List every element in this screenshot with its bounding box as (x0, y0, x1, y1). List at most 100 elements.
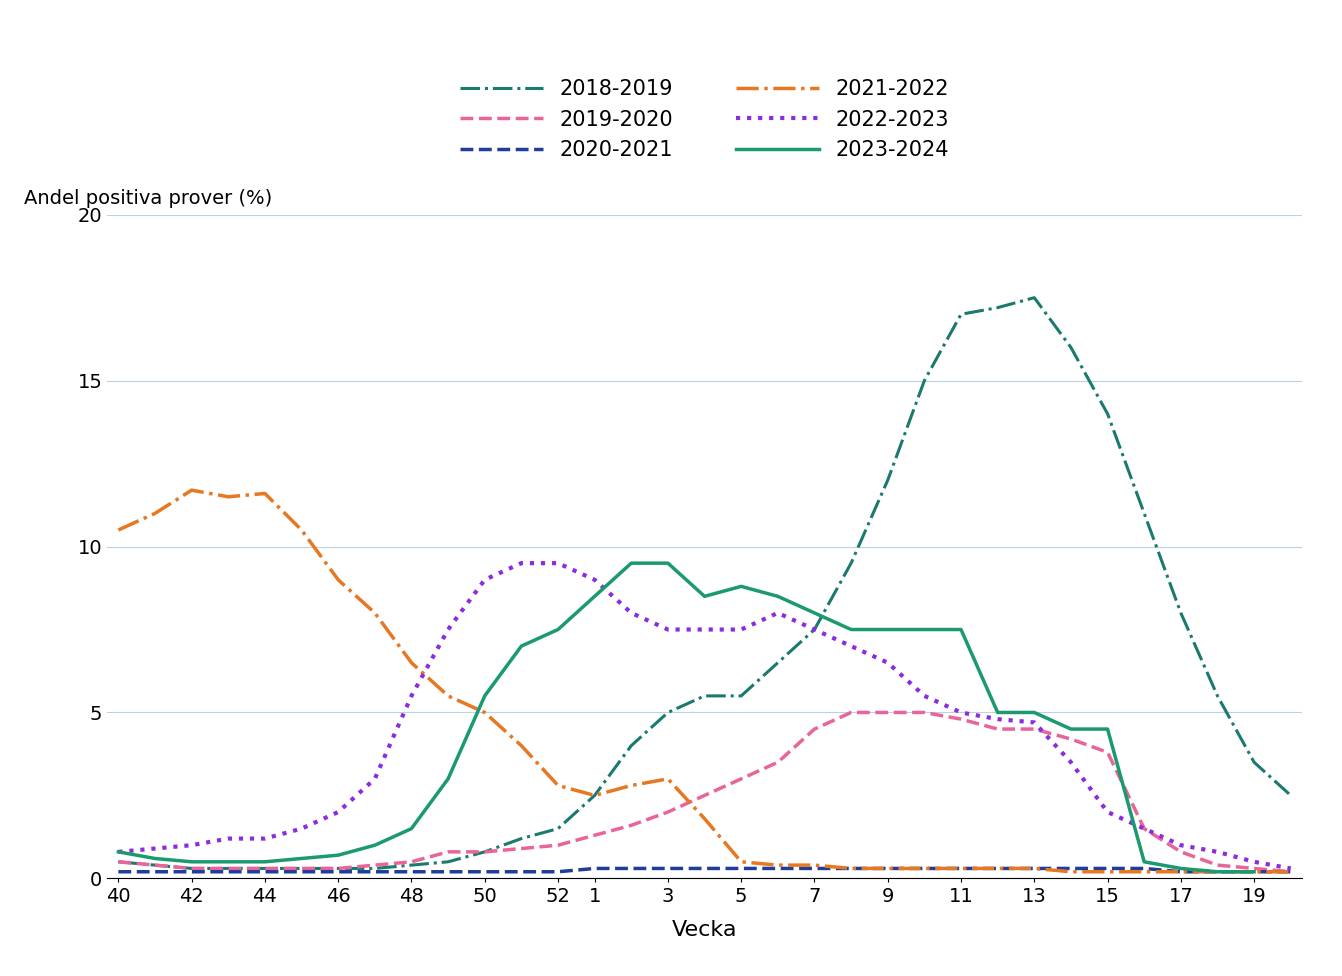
2019-2020 (953, 713, 969, 725)
2020-2021 (550, 866, 566, 877)
2018-2019 (146, 859, 162, 871)
2022-2023 (1027, 716, 1043, 728)
2019-2020 (660, 806, 676, 818)
2022-2023 (807, 624, 823, 635)
2020-2021 (1283, 866, 1299, 877)
2019-2020 (256, 863, 272, 874)
2022-2023 (733, 624, 749, 635)
2020-2021 (184, 866, 200, 877)
2022-2023 (989, 713, 1005, 725)
2019-2020 (917, 707, 933, 718)
2019-2020 (843, 707, 859, 718)
2018-2019 (513, 833, 529, 844)
2021-2022 (366, 607, 382, 619)
2019-2020 (1283, 866, 1299, 877)
2018-2019 (1247, 756, 1263, 768)
2019-2020 (146, 859, 162, 871)
2022-2023 (1063, 756, 1079, 768)
2020-2021 (1209, 866, 1225, 877)
2020-2021 (733, 863, 749, 874)
2020-2021 (660, 863, 676, 874)
2023-2024 (1173, 863, 1189, 874)
2022-2023 (220, 833, 236, 844)
2022-2023 (256, 833, 272, 844)
2022-2023 (184, 839, 200, 851)
2023-2024 (404, 823, 420, 834)
2019-2020 (770, 756, 786, 768)
2018-2019 (366, 863, 382, 874)
2019-2020 (1099, 747, 1115, 758)
2019-2020 (220, 863, 236, 874)
2021-2022 (294, 524, 310, 536)
2022-2023 (110, 846, 126, 858)
2020-2021 (476, 866, 493, 877)
2018-2019 (1209, 690, 1225, 702)
2022-2023 (660, 624, 676, 635)
2020-2021 (110, 866, 126, 877)
2019-2020 (513, 842, 529, 854)
2018-2019 (550, 823, 566, 834)
2019-2020 (1063, 733, 1079, 745)
2022-2023 (1099, 806, 1115, 818)
2023-2024 (1247, 866, 1263, 877)
2022-2023 (1209, 846, 1225, 858)
2022-2023 (623, 607, 639, 619)
2023-2024 (696, 590, 713, 602)
2019-2020 (880, 707, 896, 718)
2021-2022 (476, 707, 493, 718)
2021-2022 (586, 790, 603, 801)
2022-2023 (696, 624, 713, 635)
Line: 2023-2024: 2023-2024 (118, 563, 1255, 872)
2019-2020 (696, 790, 713, 801)
2022-2023 (1247, 856, 1263, 868)
2020-2021 (330, 866, 346, 877)
2020-2021 (917, 863, 933, 874)
2018-2019 (770, 657, 786, 669)
2023-2024 (660, 557, 676, 569)
2019-2020 (330, 863, 346, 874)
2022-2023 (1283, 863, 1299, 874)
2020-2021 (953, 863, 969, 874)
2023-2024 (330, 849, 346, 861)
2019-2020 (476, 846, 493, 858)
2021-2022 (1063, 866, 1079, 877)
2023-2024 (733, 581, 749, 592)
2018-2019 (440, 856, 456, 868)
2022-2023 (366, 773, 382, 785)
2023-2024 (807, 607, 823, 619)
2022-2023 (146, 842, 162, 854)
2019-2020 (807, 723, 823, 735)
2021-2022 (733, 856, 749, 868)
2023-2024 (366, 839, 382, 851)
2021-2022 (110, 524, 126, 536)
2020-2021 (366, 866, 382, 877)
2021-2022 (770, 859, 786, 871)
2023-2024 (220, 856, 236, 868)
2021-2022 (696, 813, 713, 825)
2022-2023 (294, 823, 310, 834)
2022-2023 (404, 690, 420, 702)
X-axis label: Vecka: Vecka (672, 920, 737, 940)
2020-2021 (220, 866, 236, 877)
2019-2020 (1209, 859, 1225, 871)
2021-2022 (330, 574, 346, 586)
2018-2019 (1027, 292, 1043, 304)
2021-2022 (550, 780, 566, 792)
2020-2021 (440, 866, 456, 877)
2023-2024 (513, 640, 529, 652)
2021-2022 (1283, 866, 1299, 877)
2021-2022 (1209, 866, 1225, 877)
2020-2021 (513, 866, 529, 877)
2022-2023 (1137, 823, 1153, 834)
2023-2024 (586, 590, 603, 602)
2018-2019 (220, 863, 236, 874)
2020-2021 (586, 863, 603, 874)
Line: 2020-2021: 2020-2021 (118, 869, 1291, 872)
2021-2022 (146, 508, 162, 519)
2023-2024 (989, 707, 1005, 718)
2018-2019 (660, 707, 676, 718)
2021-2022 (220, 491, 236, 503)
Legend: 2018-2019, 2019-2020, 2020-2021, 2021-2022, 2022-2023, 2023-2024: 2018-2019, 2019-2020, 2020-2021, 2021-20… (460, 79, 949, 160)
2021-2022 (184, 484, 200, 496)
2023-2024 (550, 624, 566, 635)
